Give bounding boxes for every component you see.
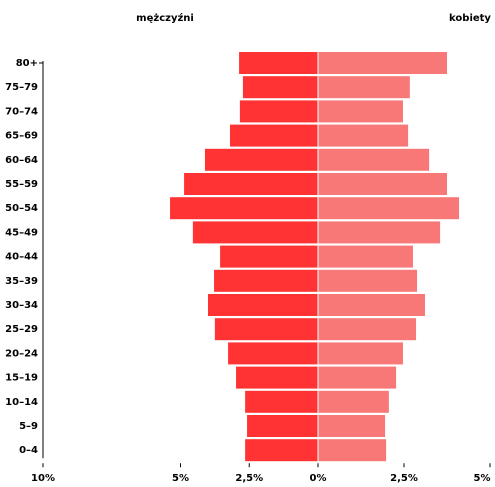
y-tick-label: 0–4 [19,445,38,456]
bar [242,76,318,99]
bar [220,245,318,268]
bar [236,366,318,389]
series-label: kobiety [449,13,491,24]
x-tick-label: 5% [474,473,491,483]
bar [318,366,397,389]
y-tick-label: 5–9 [19,421,38,432]
bar [214,318,318,341]
bar [318,173,447,195]
y-tick-label: 80+ [16,58,38,69]
bar [318,124,409,147]
bar [318,100,403,123]
bar [239,52,318,74]
y-tick-label: 25–29 [5,324,38,335]
y-tick-label: 60–64 [5,155,38,166]
x-tick-label: 10% [31,473,55,483]
y-tick-label: 40–44 [5,252,38,263]
bar [318,342,403,365]
bar [318,245,413,268]
bar [170,197,318,220]
bar [204,148,318,171]
y-tick-label: 55–59 [5,179,38,190]
bar [318,76,410,99]
y-tick-label: 50–54 [5,203,38,214]
y-tick-label: 20–24 [5,348,38,359]
y-tick-label: 70–74 [5,106,38,117]
y-tick-label: 35–39 [5,276,38,287]
bar [318,439,387,462]
x-tick-label: 2,5% [390,473,418,483]
y-tick-label: 15–19 [5,373,38,384]
bar [228,342,318,365]
bar [318,52,447,74]
series-label: mężczyźni [136,12,194,24]
bar [192,221,318,244]
bar [318,318,417,341]
bar [318,148,430,171]
bar [318,221,441,244]
bar [318,294,425,316]
bar [245,439,318,462]
y-tick-label: 30–34 [5,300,38,311]
y-tick-label: 10–14 [5,397,38,408]
bar [184,173,318,195]
bar [245,390,318,413]
y-tick-label: 45–49 [5,227,38,238]
bar [247,415,318,437]
x-tick-label: 5% [172,473,189,483]
bar [239,100,318,123]
bar [214,269,318,292]
y-tick-label: 65–69 [5,131,38,142]
bar [208,294,318,316]
x-tick-label: 0% [310,473,327,483]
bar [318,197,460,220]
y-tick-label: 75–79 [5,82,38,93]
bar [318,415,386,437]
bar [318,390,389,413]
bar [230,124,318,147]
x-tick-label: 2,5% [235,473,263,483]
bar [318,269,418,292]
